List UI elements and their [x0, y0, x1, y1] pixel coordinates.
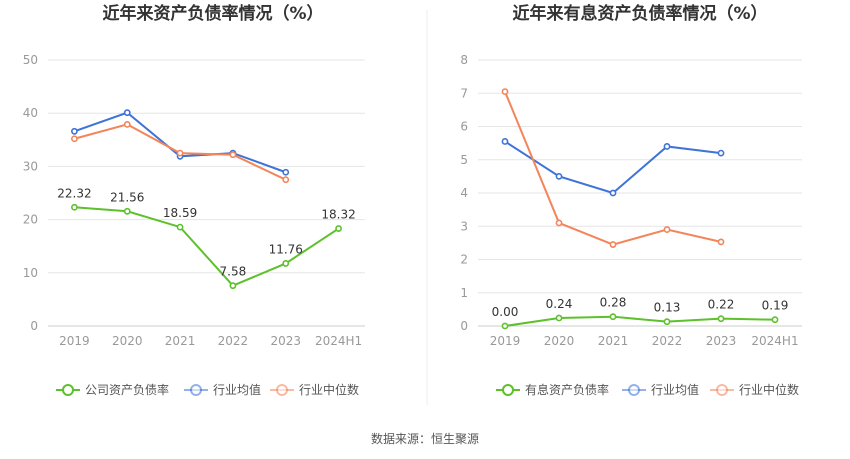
- y-tick-label: 8: [460, 53, 468, 67]
- x-tick-label: 2023: [706, 334, 737, 348]
- data-point: [555, 172, 563, 180]
- legend-swatch-marker: [628, 384, 640, 396]
- data-label: 11.76: [269, 242, 303, 256]
- legend-swatch-marker: [276, 384, 288, 396]
- series-line-0: [74, 206, 340, 287]
- series-line-2: [504, 91, 722, 246]
- y-tick-label: 20: [23, 213, 38, 227]
- data-point: [609, 241, 617, 248]
- data-label: 0.28: [600, 296, 627, 310]
- y-tick-label: 0: [460, 319, 468, 333]
- legend-swatch-marker: [190, 384, 202, 396]
- data-point: [229, 282, 237, 290]
- y-tick-label: 30: [23, 159, 38, 173]
- y-tick-label: 3: [460, 219, 468, 233]
- legend-label: 行业均值: [651, 382, 699, 397]
- x-tick-label: 2020: [544, 334, 575, 348]
- legend-label: 行业均值: [213, 382, 261, 397]
- y-tick-label: 1: [460, 286, 468, 300]
- data-label: 18.59: [163, 206, 197, 220]
- data-label: 22.32: [57, 186, 91, 200]
- y-tick-label: 5: [460, 153, 468, 167]
- data-point: [663, 318, 671, 326]
- data-label: 18.32: [321, 208, 355, 222]
- data-point: [229, 151, 237, 159]
- chart-title: 近年来资产负债率情况（%）: [102, 3, 323, 24]
- x-tick-label: 2022: [652, 334, 683, 348]
- x-tick-label: 2021: [165, 334, 196, 348]
- y-tick-label: 6: [460, 120, 468, 134]
- legend-label: 行业中位数: [739, 382, 799, 397]
- data-point: [71, 203, 78, 211]
- data-point: [176, 223, 184, 231]
- data-point: [71, 135, 78, 143]
- data-point: [771, 316, 779, 324]
- y-tick-label: 2: [460, 253, 468, 267]
- data-point: [555, 314, 563, 322]
- data-point: [282, 168, 290, 176]
- data-point: [335, 225, 342, 232]
- data-point: [123, 207, 131, 215]
- data-point: [609, 189, 617, 197]
- y-tick-label: 0: [30, 319, 38, 333]
- data-point: [663, 143, 671, 150]
- y-tick-label: 10: [23, 266, 38, 280]
- series-line-0: [504, 315, 776, 327]
- data-point: [501, 138, 509, 145]
- data-point: [609, 313, 617, 321]
- data-label: 7.58: [220, 265, 247, 279]
- data-label: 0.24: [546, 297, 573, 311]
- y-tick-label: 50: [23, 53, 38, 67]
- legend-label: 行业中位数: [299, 382, 359, 397]
- data-point: [555, 219, 563, 227]
- data-point: [501, 88, 509, 95]
- y-tick-label: 40: [23, 106, 38, 120]
- x-tick-label: 2023: [270, 334, 301, 348]
- data-label: 0.19: [762, 299, 789, 313]
- legend-label: 有息资产负债率: [525, 382, 609, 397]
- x-tick-label: 2019: [490, 334, 521, 348]
- x-tick-label: 2024H1: [751, 334, 798, 348]
- series-line-1: [504, 140, 722, 195]
- data-point: [282, 260, 290, 267]
- data-point: [123, 120, 131, 128]
- data-point: [71, 127, 78, 135]
- y-tick-label: 4: [460, 186, 468, 200]
- x-tick-label: 2021: [598, 334, 629, 348]
- x-tick-label: 2019: [59, 334, 90, 348]
- data-point: [282, 176, 290, 184]
- data-point: [717, 238, 725, 246]
- data-point: [501, 322, 509, 330]
- x-tick-label: 2022: [218, 334, 249, 348]
- chart-title: 近年来有息资产负债率情况（%）: [512, 3, 767, 24]
- x-tick-label: 2024H1: [315, 334, 362, 348]
- legend-swatch-marker: [502, 384, 514, 396]
- data-label: 21.56: [110, 190, 144, 204]
- y-tick-label: 7: [460, 86, 468, 100]
- series-line-1: [74, 111, 287, 174]
- legend-label: 公司资产负债率: [85, 382, 169, 397]
- legend-swatch-marker: [62, 384, 74, 396]
- legend-swatch-marker: [716, 384, 728, 396]
- data-label: 0.13: [654, 301, 681, 315]
- data-point: [717, 315, 725, 323]
- data-point: [176, 149, 184, 157]
- data-point: [663, 226, 671, 233]
- data-label: 0.22: [708, 298, 735, 312]
- data-point: [123, 109, 131, 117]
- x-tick-label: 2020: [112, 334, 143, 348]
- data-point: [717, 149, 725, 157]
- data-label: 0.00: [492, 305, 519, 319]
- data-source: 数据来源：恒生聚源: [371, 431, 479, 446]
